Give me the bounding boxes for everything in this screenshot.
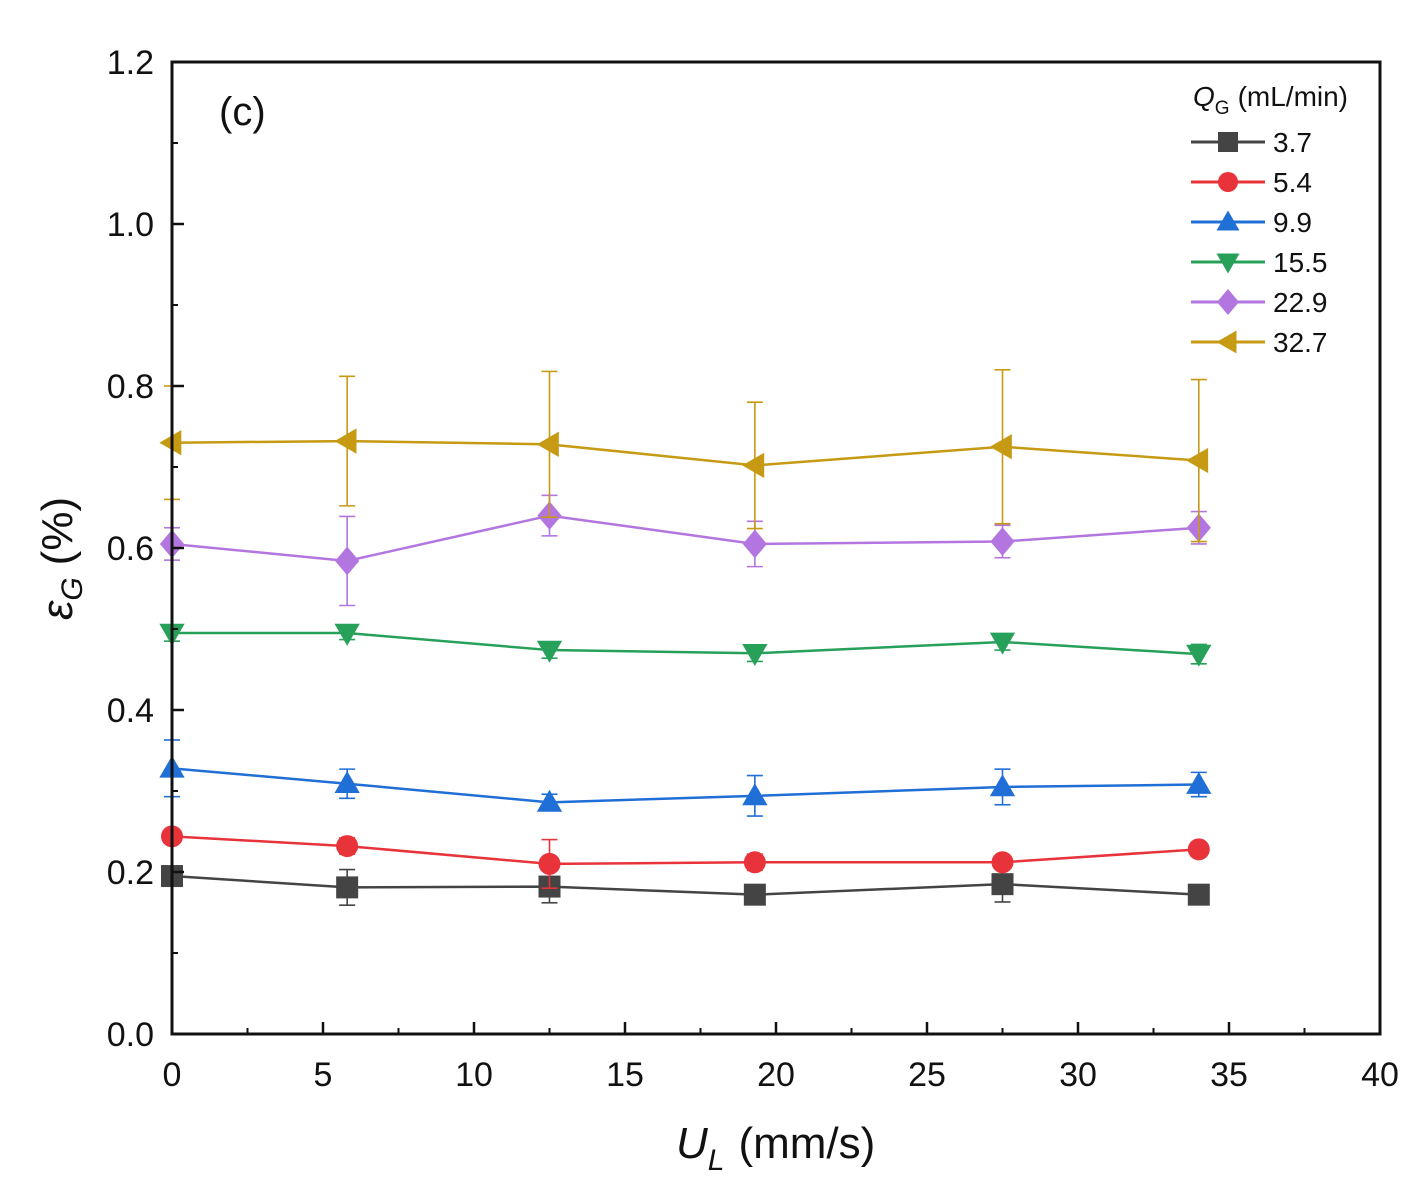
data-point bbox=[1186, 771, 1212, 794]
series-32.7 bbox=[159, 368, 1209, 543]
y-axis-subscript: G bbox=[56, 577, 89, 600]
legend-item-9.9: 9.9 bbox=[1191, 207, 1312, 238]
data-point bbox=[742, 452, 765, 479]
y-tick-label: 1.0 bbox=[107, 206, 154, 244]
legend-label: 3.7 bbox=[1273, 127, 1312, 158]
legend-title-unit: (mL/min) bbox=[1238, 81, 1348, 112]
series-22.9 bbox=[159, 494, 1211, 607]
x-tick-label: 10 bbox=[455, 1056, 493, 1094]
legend-title-symbol: Q bbox=[1193, 81, 1215, 112]
legend-item-3.7: 3.7 bbox=[1191, 127, 1312, 158]
data-point bbox=[742, 529, 767, 559]
series-layer bbox=[159, 368, 1212, 907]
legend-marker bbox=[1218, 132, 1238, 152]
legend-title-subscript: G bbox=[1215, 98, 1230, 119]
legend-label: 5.4 bbox=[1273, 167, 1312, 198]
data-point bbox=[536, 789, 563, 812]
data-point bbox=[742, 643, 768, 666]
x-tick-label: 15 bbox=[606, 1056, 644, 1094]
y-tick-label: 0.0 bbox=[107, 1016, 154, 1054]
data-point bbox=[334, 428, 357, 454]
data-point bbox=[159, 430, 182, 456]
data-point bbox=[336, 835, 359, 858]
panel-label: (c) bbox=[219, 90, 266, 134]
data-point bbox=[334, 623, 360, 646]
legend-item-5.4: 5.4 bbox=[1191, 167, 1312, 198]
y-tick-label: 0.4 bbox=[107, 692, 154, 730]
legend-marker bbox=[1216, 253, 1240, 274]
legend-title: QG (mL/min) bbox=[1193, 81, 1348, 119]
x-tick-label: 35 bbox=[1210, 1056, 1248, 1094]
legend-marker bbox=[1217, 289, 1239, 315]
x-axis-symbol: U bbox=[676, 1119, 708, 1168]
x-tick-label: 5 bbox=[314, 1056, 333, 1094]
x-tick-label: 25 bbox=[908, 1056, 946, 1094]
x-tick-label: 30 bbox=[1059, 1056, 1097, 1094]
y-tick-label: 1.2 bbox=[107, 44, 154, 82]
data-point bbox=[742, 783, 768, 806]
data-point bbox=[991, 851, 1014, 874]
legend-label: 15.5 bbox=[1273, 247, 1328, 278]
legend-label: 32.7 bbox=[1273, 327, 1328, 358]
y-tick-label: 0.2 bbox=[107, 854, 154, 892]
ticks-layer: 0 5 10 15 20 25 30 35 40 0.0 0.2 0.4 0.6 0.8 1.0 1.2 bbox=[107, 44, 1399, 1094]
data-point bbox=[989, 632, 1016, 655]
data-point bbox=[991, 873, 1014, 896]
x-axis-subscript: L bbox=[708, 1144, 725, 1177]
data-point bbox=[1187, 883, 1210, 906]
series-line bbox=[171, 767, 1199, 804]
y-tick-label: 0.8 bbox=[107, 368, 154, 406]
x-tick-label: 20 bbox=[757, 1056, 795, 1094]
data-point bbox=[335, 546, 360, 576]
series-line bbox=[172, 631, 1199, 656]
data-point bbox=[743, 851, 766, 874]
data-point bbox=[1186, 447, 1209, 474]
data-point bbox=[536, 431, 559, 457]
data-point bbox=[336, 876, 359, 899]
legend-label: 9.9 bbox=[1273, 207, 1312, 238]
series-15.5 bbox=[159, 623, 1212, 667]
x-tick-label: 40 bbox=[1361, 1056, 1399, 1094]
legend-items: 3.7 5.4 9.9 15.5 22.9 32.7 bbox=[1191, 127, 1328, 358]
data-point bbox=[990, 527, 1015, 556]
data-point bbox=[743, 883, 766, 906]
series-line bbox=[171, 439, 1199, 467]
legend-marker bbox=[1218, 172, 1238, 192]
data-point bbox=[989, 774, 1016, 797]
data-point bbox=[1187, 838, 1210, 861]
data-point bbox=[536, 640, 563, 663]
legend-marker bbox=[1216, 330, 1237, 354]
series-line bbox=[171, 835, 1199, 866]
y-axis-unit: (%) bbox=[33, 497, 82, 565]
legend-label: 22.9 bbox=[1273, 287, 1328, 318]
legend-item-32.7: 32.7 bbox=[1191, 327, 1328, 358]
x-axis-title: UL (mm/s) bbox=[676, 1119, 875, 1177]
data-point bbox=[989, 434, 1012, 460]
data-point bbox=[538, 852, 561, 875]
series-line bbox=[171, 514, 1199, 563]
legend-marker bbox=[1216, 210, 1240, 231]
series-3.7 bbox=[161, 865, 1210, 907]
data-point bbox=[1186, 644, 1212, 667]
y-tick-label: 0.6 bbox=[107, 530, 154, 568]
legend: QG (mL/min) 3.7 5.4 9.9 15.5 22.9 32.7 bbox=[1191, 81, 1348, 358]
series-line bbox=[171, 874, 1199, 896]
series-9.9 bbox=[159, 739, 1212, 817]
data-point bbox=[334, 771, 360, 794]
legend-item-22.9: 22.9 bbox=[1191, 287, 1328, 318]
x-axis-unit: (mm/s) bbox=[738, 1119, 875, 1168]
legend-item-15.5: 15.5 bbox=[1191, 247, 1328, 278]
y-axis-symbol: ε bbox=[33, 600, 82, 620]
y-axis-title: εG (%) bbox=[33, 497, 89, 620]
x-tick-label: 0 bbox=[163, 1056, 182, 1094]
series-5.4 bbox=[161, 825, 1210, 890]
